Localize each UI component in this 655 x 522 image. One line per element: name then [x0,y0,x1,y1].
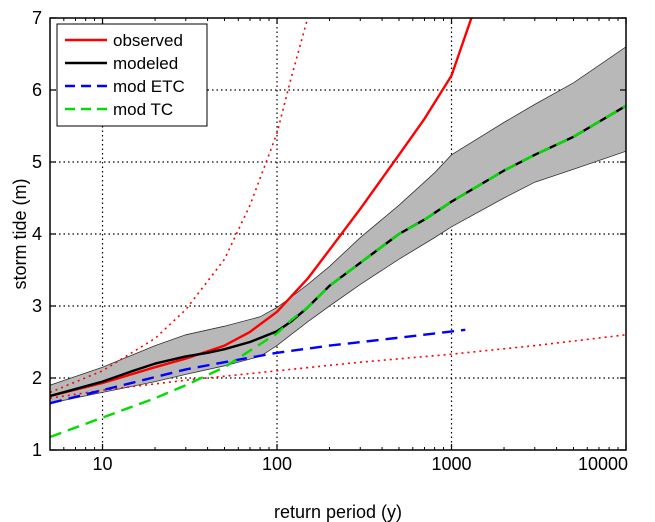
x-tick-label: 1000 [431,454,471,474]
legend: observed modeled mod ETC mod TC [57,24,207,126]
y-tick-label: 5 [32,152,42,172]
y-tick-label: 1 [32,440,42,460]
legend-label: observed [113,31,183,50]
x-axis-label: return period (y) [274,502,402,522]
x-tick-label: 10 [93,454,113,474]
y-tick-label: 2 [32,368,42,388]
legend-label: mod TC [113,100,173,119]
x-tick-label: 10000 [578,454,628,474]
legend-label: modeled [113,54,178,73]
y-tick-label: 6 [32,80,42,100]
y-tick-label: 7 [32,8,42,28]
legend-label: mod ETC [113,77,185,96]
x-tick-label: 100 [262,454,292,474]
y-tick-label: 4 [32,224,42,244]
y-axis-label: storm tide (m) [10,178,30,289]
y-tick-label: 3 [32,296,42,316]
